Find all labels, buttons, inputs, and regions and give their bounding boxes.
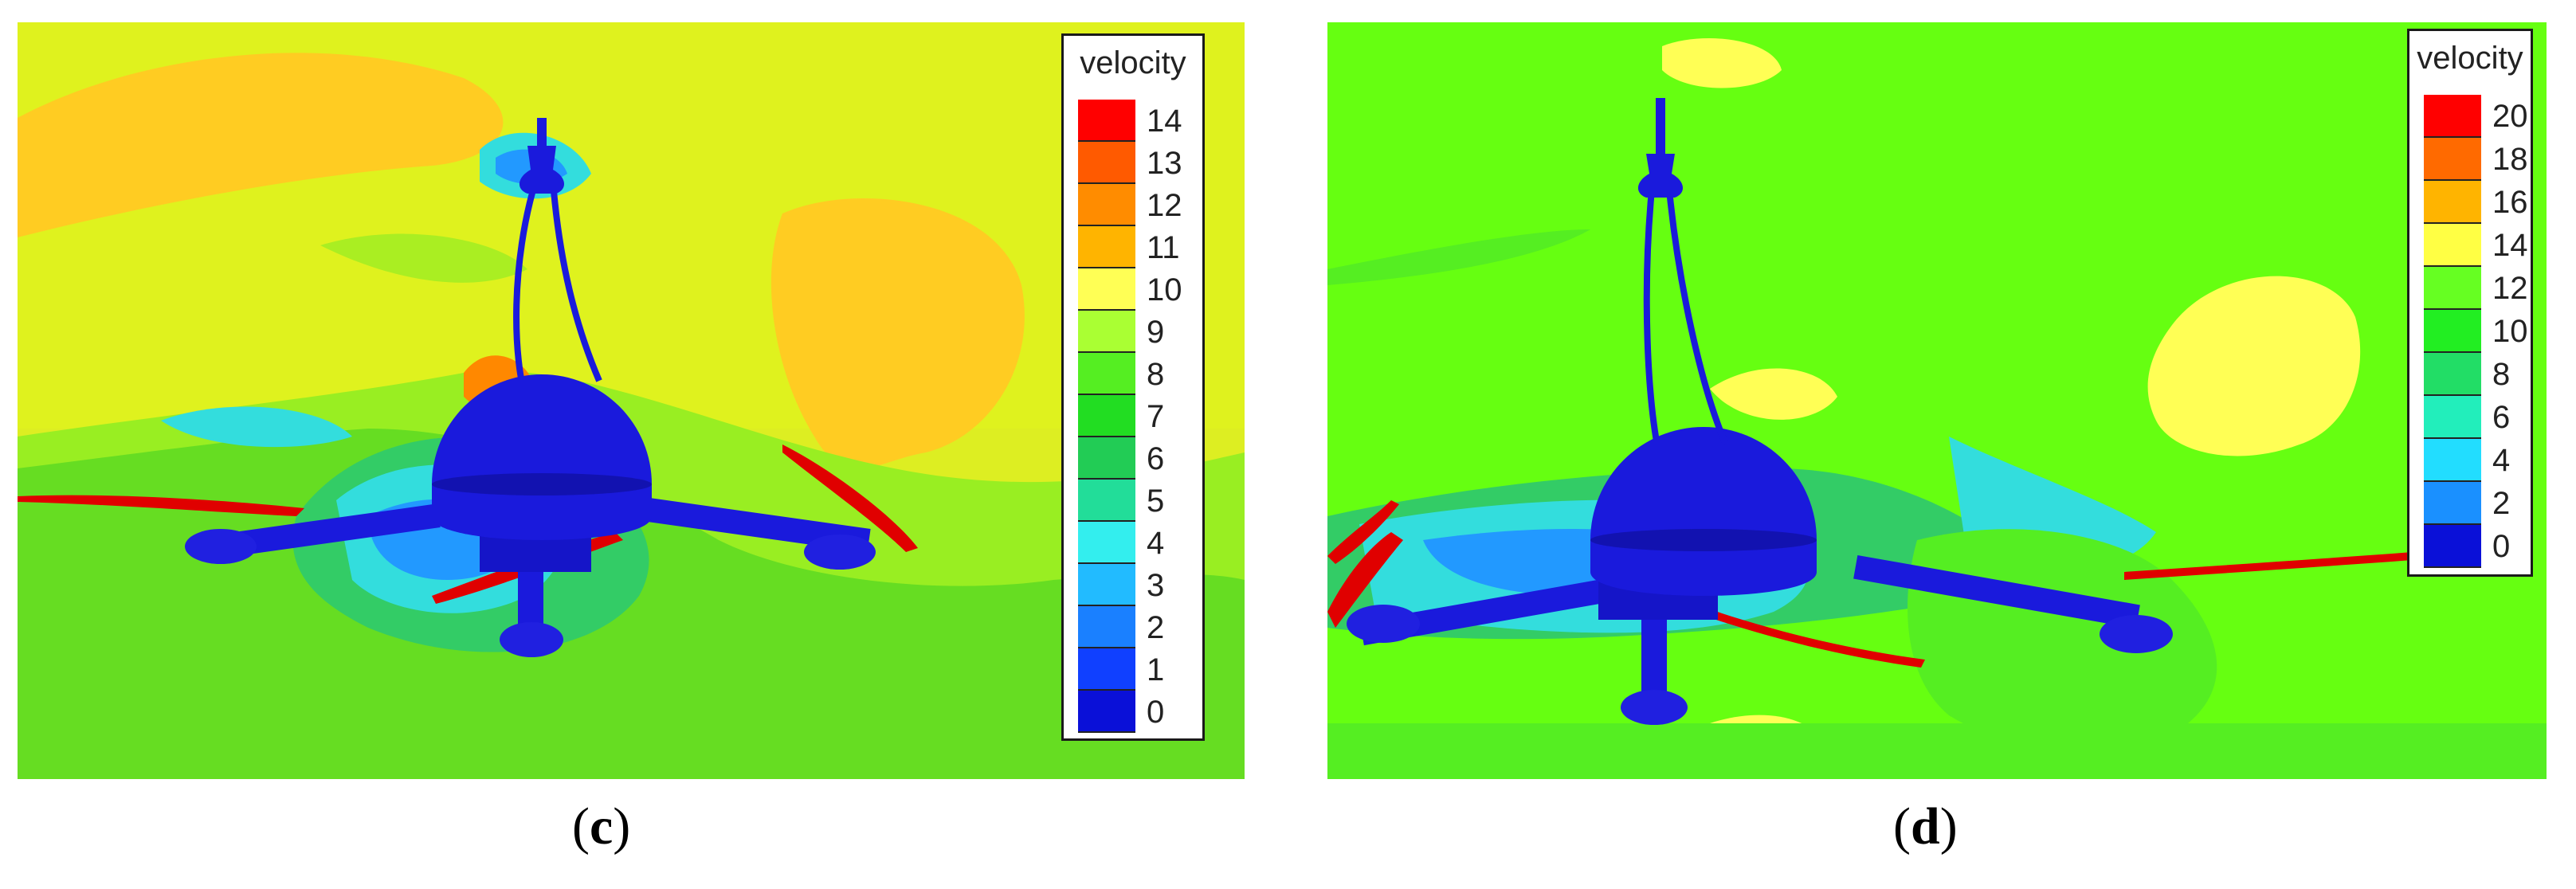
legend-tick-label: 14 [2492, 228, 2528, 263]
legend-tick-label: 6 [1147, 441, 1165, 476]
legend-tick-label: 20 [2492, 99, 2528, 134]
legend-tick-label: 13 [1147, 145, 1182, 181]
legend-tick-label: 1 [1147, 652, 1165, 687]
cfd-panel-c: velocity 14 13 12 11 10 9 8 7 6 5 4 3 2 1 0 [18, 22, 1245, 779]
legend-swatch [2424, 353, 2481, 396]
legend-swatch [2424, 95, 2481, 138]
legend-swatch [2424, 482, 2481, 525]
legend-swatch [1078, 311, 1135, 353]
legend-tick-label: 4 [1147, 525, 1165, 561]
legend-tick-label: 5 [1147, 483, 1165, 519]
legend-swatch [1078, 606, 1135, 648]
legend-swatch [1078, 691, 1135, 733]
legend-tick-label: 0 [2492, 529, 2511, 564]
legend-swatch [1078, 564, 1135, 606]
legend-tick-label: 10 [2492, 314, 2528, 349]
legend-title-c: velocity [1080, 45, 1186, 80]
legend-swatch [1078, 100, 1135, 142]
legend-tick-label: 9 [1147, 314, 1165, 350]
legend-swatch [2424, 310, 2481, 353]
cfd-panel-d: velocity 20 18 16 14 12 10 8 6 4 2 0 [1327, 22, 2547, 779]
legend-tick-label: 8 [2492, 357, 2511, 392]
legend-tick-label: 12 [1147, 187, 1182, 223]
legend-swatch [1078, 395, 1135, 437]
legend-tick-label: 18 [2492, 142, 2528, 177]
legend-swatch [1078, 142, 1135, 184]
legend-swatch [2424, 138, 2481, 181]
legend-tick-label: 8 [1147, 356, 1165, 392]
legend-swatch [1078, 648, 1135, 691]
legend-tick-label: 2 [1147, 609, 1165, 645]
caption-letter-d: d [1910, 797, 1940, 856]
legend-swatch [1078, 437, 1135, 480]
panel-caption-c: (c) [572, 797, 631, 856]
caption-letter-c: c [589, 797, 614, 856]
drone-model-d [1327, 98, 2467, 725]
velocity-legend-d: velocity 20 18 16 14 12 10 8 6 4 2 0 [2407, 29, 2533, 577]
legend-tick-label: 7 [1147, 398, 1165, 434]
legend-tick-label: 0 [1147, 694, 1165, 730]
velocity-legend-c: velocity 14 13 12 11 10 9 8 7 6 5 4 3 2 1 0 [1061, 33, 1205, 741]
legend-tick-label: 6 [2492, 400, 2511, 435]
drone-model-c [18, 118, 918, 657]
legend-swatch [2424, 224, 2481, 267]
legend-tick-label: 11 [1147, 229, 1180, 265]
legend-swatch [1078, 522, 1135, 564]
legend-tick-label: 4 [2492, 443, 2511, 478]
legend-tick-label: 3 [1147, 567, 1165, 603]
legend-swatch [1078, 184, 1135, 226]
legend-swatch [2424, 525, 2481, 568]
legend-tick-label: 10 [1147, 272, 1182, 307]
legend-swatch [2424, 439, 2481, 482]
legend-swatch [2424, 181, 2481, 224]
legend-swatch [1078, 353, 1135, 395]
legend-swatch [1078, 480, 1135, 522]
legend-title-d: velocity [2417, 41, 2523, 76]
legend-swatch [2424, 396, 2481, 439]
legend-tick-label: 12 [2492, 271, 2528, 306]
legend-tick-label: 14 [1147, 103, 1182, 139]
legend-swatch [1078, 226, 1135, 268]
legend-tick-label: 2 [2492, 486, 2511, 521]
legend-swatch [1078, 268, 1135, 311]
velocity-field-d [1327, 22, 2547, 779]
legend-swatch [2424, 267, 2481, 310]
legend-tick-label: 16 [2492, 185, 2528, 220]
panel-caption-d: (d) [1893, 797, 1958, 856]
